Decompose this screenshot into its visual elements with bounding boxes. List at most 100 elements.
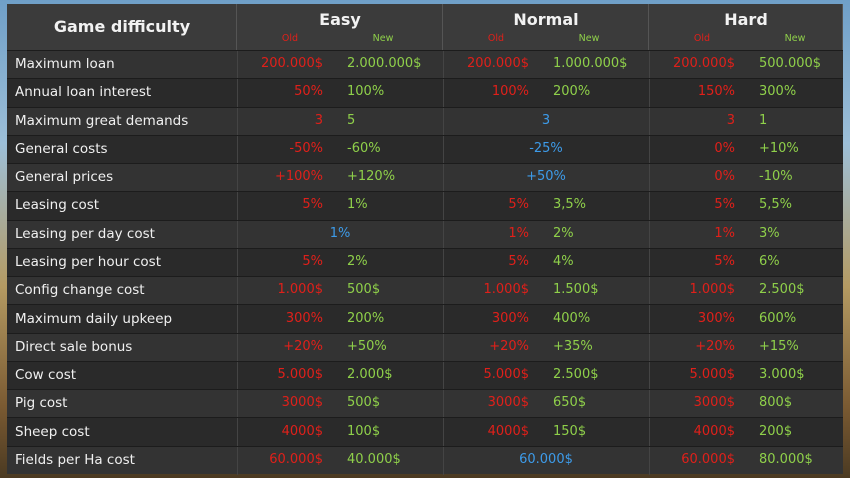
- value: +50%: [526, 169, 566, 185]
- old-value: 5.000$: [277, 367, 324, 383]
- value: 3: [541, 112, 551, 128]
- old-value: 1.000$: [689, 282, 736, 298]
- new-value: 1.000.000$: [553, 56, 628, 72]
- table-row: Config change cost 1.000$ 500$ 1.000$ 1.500$…: [7, 276, 843, 306]
- new-value: 2.000.000$: [347, 56, 422, 72]
- new-label: New: [372, 33, 394, 44]
- column-divider: [237, 277, 238, 306]
- column-divider: [237, 164, 238, 193]
- old-value: 1.000$: [277, 282, 324, 298]
- column-divider: [237, 192, 238, 221]
- row-label: Leasing cost: [15, 197, 100, 214]
- old-value: 5.000$: [483, 367, 530, 383]
- table-row: General costs -50% -60% -25% 0% +10%: [7, 134, 843, 165]
- column-divider: [443, 164, 444, 193]
- table-row: Leasing per hour cost 5% 2% 5% 4% 5% 6%: [7, 247, 843, 278]
- old-value: 200.000$: [466, 56, 529, 72]
- new-value: 200$: [759, 423, 793, 439]
- column-divider: [237, 446, 238, 475]
- difficulty-table: Game difficulty Easy Old New Normal Old New Har…: [7, 4, 843, 475]
- new-value: 4%: [553, 253, 574, 269]
- column-divider: [443, 446, 444, 475]
- value: 60.000$: [519, 451, 573, 467]
- new-value: 500.000$: [759, 56, 822, 72]
- old-value: 200.000$: [672, 56, 735, 72]
- header-title: Game difficulty: [53, 17, 191, 36]
- new-value: 40.000$: [347, 451, 401, 467]
- column-divider: [649, 305, 650, 334]
- new-value: -60%: [347, 140, 381, 156]
- new-value: +120%: [347, 169, 396, 185]
- row-label: Cow cost: [15, 367, 77, 384]
- old-value: 1%: [714, 225, 735, 241]
- old-value: 3000$: [281, 395, 323, 411]
- table-row: Direct sale bonus +20% +50% +20% +35% +20% +15…: [7, 332, 843, 362]
- new-value: 3,5%: [553, 197, 587, 213]
- old-value: 5%: [302, 253, 323, 269]
- old-value: 4000$: [693, 423, 735, 439]
- new-value: 5: [347, 112, 356, 128]
- column-divider: [443, 107, 444, 136]
- row-label: Direct sale bonus: [15, 338, 133, 355]
- difficulty-name: Easy: [319, 10, 361, 29]
- old-value: 100%: [491, 84, 529, 100]
- row-label: Maximum daily upkeep: [15, 310, 173, 327]
- new-value: 100%: [347, 84, 385, 100]
- new-value: 2.500$: [553, 367, 599, 383]
- column-divider: [237, 333, 238, 362]
- old-value: +20%: [695, 338, 735, 354]
- column-divider: [443, 333, 444, 362]
- old-value: 150%: [697, 84, 735, 100]
- new-value: 2%: [553, 225, 574, 241]
- old-value: 0%: [714, 140, 735, 156]
- column-divider: [443, 390, 444, 419]
- new-value: 80.000$: [759, 451, 813, 467]
- row-label: Maximum great demands: [15, 112, 189, 129]
- column-divider: [649, 220, 650, 249]
- table-row: Leasing cost 5% 1% 5% 3,5% 5% 5,5%: [7, 191, 843, 221]
- column-divider: [443, 248, 444, 278]
- table-row: Maximum great demands 3 5 3 3 1: [7, 106, 843, 136]
- row-label: Config change cost: [15, 282, 145, 299]
- column-divider: [237, 220, 238, 249]
- column-divider: [443, 220, 444, 249]
- new-value: +10%: [759, 140, 799, 156]
- new-value: 100$: [347, 423, 381, 439]
- old-value: 60.000$: [681, 451, 735, 467]
- column-divider: [649, 446, 650, 475]
- row-label: Annual loan interest: [15, 84, 152, 101]
- new-value: 6%: [759, 253, 780, 269]
- new-value: 2.500$: [759, 282, 805, 298]
- value: -25%: [529, 140, 563, 156]
- row-label: Leasing per day cost: [15, 225, 155, 242]
- old-value: 300%: [285, 310, 323, 326]
- header-cell: [237, 4, 443, 50]
- new-value: 300%: [759, 84, 797, 100]
- table-row: Maximum daily upkeep 300% 200% 300% 400% 300%…: [7, 304, 843, 334]
- column-divider: [237, 390, 238, 419]
- old-value: 50%: [294, 84, 323, 100]
- old-value: 3000$: [487, 395, 529, 411]
- value: 1%: [329, 225, 351, 241]
- old-value: +100%: [274, 169, 323, 185]
- column-divider: [443, 51, 444, 80]
- new-value: 1%: [347, 197, 368, 213]
- column-divider: [649, 107, 650, 136]
- old-value: 0%: [714, 169, 735, 185]
- header-cell: [443, 4, 649, 50]
- column-divider: [649, 277, 650, 306]
- new-value: 3%: [759, 225, 780, 241]
- column-divider: [237, 79, 238, 108]
- column-divider: [443, 361, 444, 391]
- column-divider: [649, 390, 650, 419]
- old-value: 200.000$: [260, 56, 323, 72]
- new-value: +15%: [759, 338, 799, 354]
- old-value: 3: [314, 112, 323, 128]
- new-value: 1.500$: [553, 282, 599, 298]
- column-divider: [649, 361, 650, 391]
- new-label: New: [784, 33, 806, 44]
- old-label: Old: [693, 33, 711, 44]
- table-row: Pig cost 3000$ 500$ 3000$ 650$ 3000$ 800$: [7, 389, 843, 419]
- old-value: 3: [726, 112, 735, 128]
- new-value: +35%: [553, 338, 593, 354]
